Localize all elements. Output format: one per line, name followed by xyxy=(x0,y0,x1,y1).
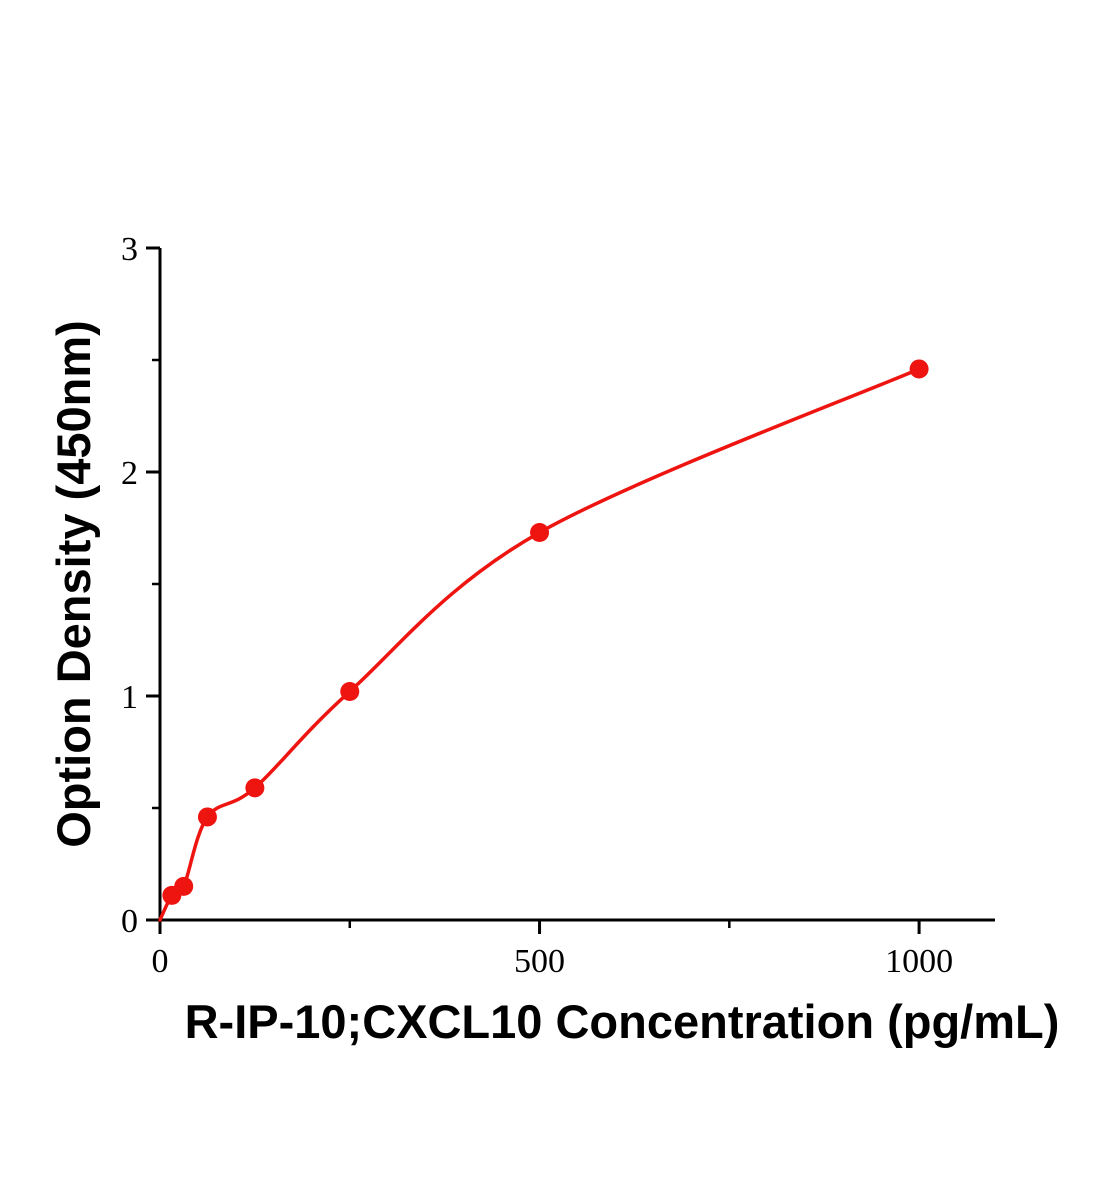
y-tick-label: 1 xyxy=(121,679,138,716)
x-axis-title: R-IP-10;CXCL10 Concentration (pg/mL) xyxy=(185,995,1060,1048)
fit-curve xyxy=(158,367,921,922)
data-point xyxy=(340,682,360,702)
y-axis-title: Option Density (450nm) xyxy=(47,320,100,848)
y-tick-label: 0 xyxy=(121,903,138,940)
x-tick-label: 500 xyxy=(514,943,565,980)
y-tick-label: 3 xyxy=(121,231,138,268)
data-point xyxy=(909,359,929,379)
data-point xyxy=(197,807,217,827)
plot-area: 0 500 1000 0 1 2 3 xyxy=(121,231,995,980)
data-point xyxy=(245,778,265,798)
x-tick-label: 0 xyxy=(152,943,169,980)
y-tick-label: 2 xyxy=(121,455,138,492)
data-point xyxy=(174,876,194,896)
x-tick-label: 1000 xyxy=(885,943,953,980)
data-point xyxy=(530,522,550,542)
